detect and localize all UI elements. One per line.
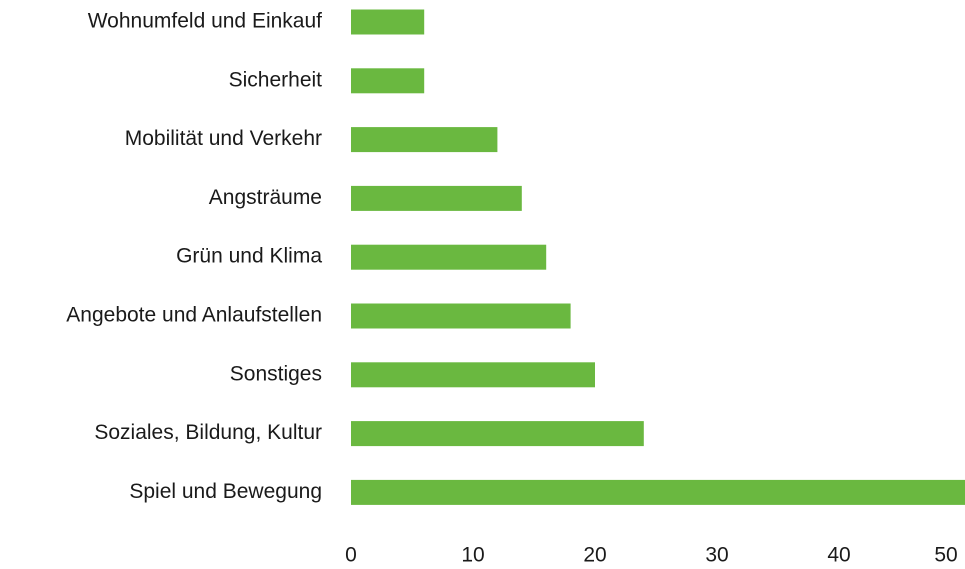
bar — [351, 244, 547, 270]
bar — [351, 421, 644, 447]
x-tick-label: 0 — [345, 544, 357, 567]
x-tick-label: 20 — [583, 544, 606, 567]
x-tick-label: 40 — [827, 544, 850, 567]
y-tick-label: Angebote und Anlaufstellen — [66, 304, 322, 327]
y-tick-label: Grün und Klima — [176, 245, 322, 268]
y-tick-label: Mobilität und Verkehr — [125, 127, 322, 150]
y-tick-label: Angsträume — [209, 186, 322, 209]
bar — [351, 185, 522, 211]
bar — [351, 68, 425, 94]
x-tick-label: 30 — [705, 544, 728, 567]
y-tick-label: Soziales, Bildung, Kultur — [94, 421, 322, 444]
y-tick-label: Sonstiges — [230, 362, 322, 385]
bar — [351, 9, 425, 35]
x-tick-label: 50 — [934, 544, 957, 567]
y-tick-label: Spiel und Bewegung — [129, 480, 322, 503]
bar — [351, 479, 965, 505]
x-tick-label: 10 — [461, 544, 484, 567]
y-tick-label: Wohnumfeld und Einkauf — [88, 10, 322, 33]
bar — [351, 362, 595, 388]
bar — [351, 303, 571, 329]
bar — [351, 127, 498, 153]
y-tick-label: Sicherheit — [229, 68, 323, 91]
